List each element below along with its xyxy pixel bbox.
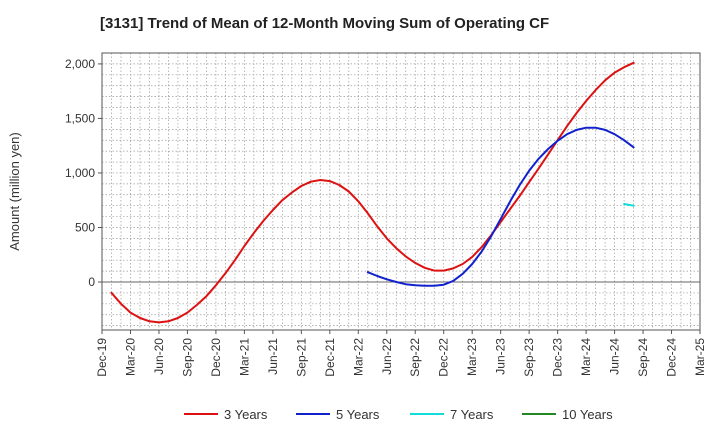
series-lines <box>110 61 635 324</box>
x-tick-label: Mar-25 <box>693 338 707 376</box>
x-tick-label: Jun-23 <box>494 338 508 375</box>
x-tick-label: Sep-22 <box>408 338 422 377</box>
legend-label: 7 Years <box>450 407 494 422</box>
y-tick-label: 2,000 <box>65 57 95 71</box>
x-tick-label: Dec-20 <box>209 338 223 377</box>
grid <box>102 53 700 330</box>
x-tick-label: Dec-24 <box>665 338 679 377</box>
x-tick-label: Jun-22 <box>380 338 394 375</box>
legend-label: 5 Years <box>336 407 380 422</box>
x-tick-label: Sep-24 <box>636 338 650 377</box>
x-tick-label: Sep-23 <box>522 338 536 377</box>
chart-title: [3131] Trend of Mean of 12-Month Moving … <box>100 15 549 32</box>
y-tick-label: 500 <box>75 220 95 234</box>
x-tick-label: Sep-20 <box>180 338 194 377</box>
x-tick-label: Jun-20 <box>152 338 166 375</box>
x-tick-label: Mar-21 <box>237 338 251 376</box>
series-line-3-years <box>110 61 635 324</box>
y-tick-label: 1,000 <box>65 166 95 180</box>
x-tick-label: Dec-19 <box>95 338 109 377</box>
series-line-7-years <box>623 203 635 207</box>
y-tick-label: 1,500 <box>65 111 95 125</box>
legend: 3 Years 5 Years 7 Years 10 Years <box>184 407 613 422</box>
x-tick-label: Jun-21 <box>266 338 280 375</box>
x-tick-label: Dec-23 <box>551 338 565 377</box>
x-tick-label: Mar-23 <box>465 338 479 376</box>
y-axis-label: Amount (million yen) <box>7 132 22 251</box>
y-axis-ticks: 0 500 1,000 1,500 2,000 <box>65 57 102 289</box>
x-tick-label: Mar-20 <box>123 338 137 376</box>
x-tick-label: Mar-22 <box>351 338 365 376</box>
x-tick-label: Dec-22 <box>437 338 451 377</box>
series-line-5-years <box>366 126 635 287</box>
legend-label: 10 Years <box>562 407 613 422</box>
x-tick-label: Dec-21 <box>323 338 337 377</box>
x-tick-label: Mar-24 <box>579 338 593 376</box>
x-tick-label: Sep-21 <box>294 338 308 377</box>
plot-frame <box>101 52 701 331</box>
x-tick-label: Jun-24 <box>608 338 622 375</box>
legend-label: 3 Years <box>224 407 268 422</box>
y-tick-label: 0 <box>88 275 95 289</box>
x-axis-ticks: Dec-19 Mar-20 Jun-20 Sep-20 Dec-20 Mar-21 Jun-… <box>95 330 707 377</box>
